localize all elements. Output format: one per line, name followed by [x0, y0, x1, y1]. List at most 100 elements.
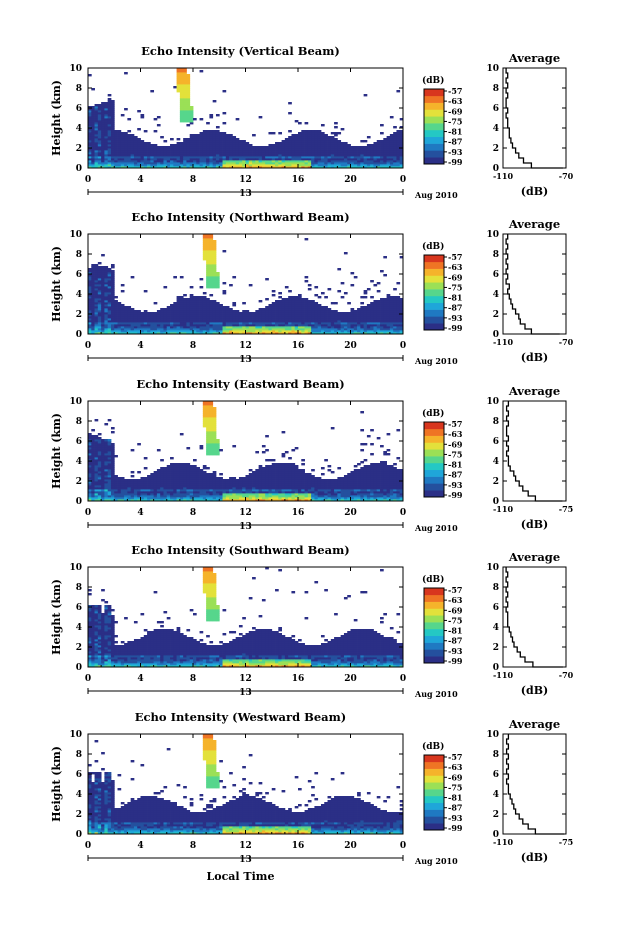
heatmap-cell — [294, 314, 299, 317]
heatmap-cell — [133, 164, 138, 167]
heatmap-cell — [340, 324, 345, 327]
heatmap-cell — [104, 447, 109, 450]
heatmap-cell — [156, 479, 161, 482]
heatmap-cell — [199, 144, 204, 147]
heatmap-cell — [225, 142, 230, 145]
heatmap-cell — [209, 427, 214, 430]
heatmap-cell — [206, 252, 210, 255]
heatmap-cell — [166, 477, 171, 480]
heatmap-cell — [389, 166, 394, 169]
heatmap-cell — [206, 150, 210, 153]
heatmap-cell — [101, 328, 105, 331]
heatmap-cell — [320, 324, 325, 327]
heatmap-cell — [130, 144, 135, 147]
heatmap-cell — [212, 489, 217, 492]
heatmap-cell — [186, 302, 191, 305]
heatmap-cell — [255, 318, 260, 321]
heatmap-cell — [193, 156, 197, 159]
heatmap-cell — [238, 483, 243, 486]
heatmap-cell — [268, 146, 273, 149]
heatmap-cell — [150, 475, 155, 478]
heatmap-cell — [304, 156, 309, 159]
heatmap-cell — [189, 493, 194, 496]
heatmap-cell — [199, 330, 204, 333]
heatmap-cell — [199, 136, 204, 139]
heatmap-cell — [114, 162, 118, 165]
heatmap-cell — [363, 326, 368, 329]
heatmap-cell — [202, 234, 207, 237]
heatmap-cell — [350, 312, 355, 315]
heatmap-cell — [284, 162, 289, 165]
heatmap-cell — [261, 146, 266, 149]
heatmap-cell — [278, 312, 282, 315]
heatmap-cell — [130, 326, 135, 329]
heatmap-cell — [232, 314, 237, 317]
heatmap-cell — [117, 308, 122, 311]
heatmap-cell — [107, 499, 112, 502]
heatmap-cell — [97, 479, 102, 482]
heatmap-cell — [304, 146, 309, 149]
heatmap-cell — [110, 300, 115, 303]
heatmap-cell — [94, 160, 99, 163]
heatmap-cell — [110, 266, 115, 269]
heatmap-cell — [101, 118, 105, 121]
heatmap-cell — [97, 306, 102, 309]
heatmap-cell — [206, 437, 210, 440]
heatmap-cell — [166, 158, 171, 161]
heatmap-cell — [97, 445, 102, 448]
heatmap-cell — [337, 166, 342, 169]
heatmap-cell — [127, 324, 132, 327]
heatmap-cell — [298, 154, 302, 157]
heatmap-cell — [94, 489, 99, 492]
heatmap-cell — [229, 324, 233, 327]
heatmap-cell — [202, 417, 207, 420]
heatmap-cell — [288, 463, 292, 466]
heatmap-cell — [150, 495, 155, 498]
heatmap-cell — [301, 332, 305, 335]
heatmap-cell — [117, 160, 122, 163]
heatmap-cell — [212, 164, 217, 167]
heatmap-cell — [373, 308, 378, 311]
heatmap-cell — [265, 487, 269, 490]
heatmap-cell — [360, 326, 365, 329]
heatmap-cell — [110, 312, 115, 315]
heatmap-cell — [383, 322, 387, 325]
heatmap-cell — [183, 84, 187, 87]
heatmap-cell — [104, 124, 109, 127]
heatmap-cell — [196, 489, 200, 492]
heatmap-cell — [110, 270, 115, 273]
heatmap-cell — [94, 166, 99, 169]
heatmap-cell — [399, 148, 404, 151]
heatmap-cell — [360, 150, 365, 153]
heatmap-cell — [275, 318, 279, 321]
heatmap-cell — [91, 110, 95, 113]
heatmap-cell — [130, 479, 135, 482]
heatmap-cell — [156, 493, 161, 496]
heatmap-cell — [170, 465, 174, 468]
heatmap-cell — [317, 296, 322, 299]
heatmap-cell — [133, 154, 138, 157]
heatmap-cell — [281, 148, 286, 151]
heatmap-cell — [261, 314, 266, 317]
heatmap-cell — [140, 146, 145, 149]
heatmap-cell — [245, 310, 250, 313]
heatmap-cell — [284, 146, 289, 149]
heatmap-cell — [275, 314, 279, 317]
heatmap-cell — [137, 493, 141, 496]
heatmap-cell — [97, 485, 102, 488]
heatmap-cell — [124, 140, 128, 143]
heatmap-cell — [88, 150, 92, 153]
heatmap-cell — [212, 134, 217, 137]
heatmap-cell — [170, 324, 174, 327]
heatmap-cell — [396, 156, 401, 159]
heatmap-cell — [307, 302, 312, 305]
heatmap-cell — [88, 120, 92, 123]
heatmap-cell — [301, 324, 305, 327]
heatmap-cell — [271, 302, 276, 305]
heatmap-cell — [183, 473, 187, 476]
heatmap-cell — [94, 114, 99, 117]
heatmap-cell — [206, 467, 210, 470]
heatmap-cell — [291, 316, 296, 319]
heatmap-cell — [229, 316, 233, 319]
heatmap-cell — [114, 146, 118, 149]
